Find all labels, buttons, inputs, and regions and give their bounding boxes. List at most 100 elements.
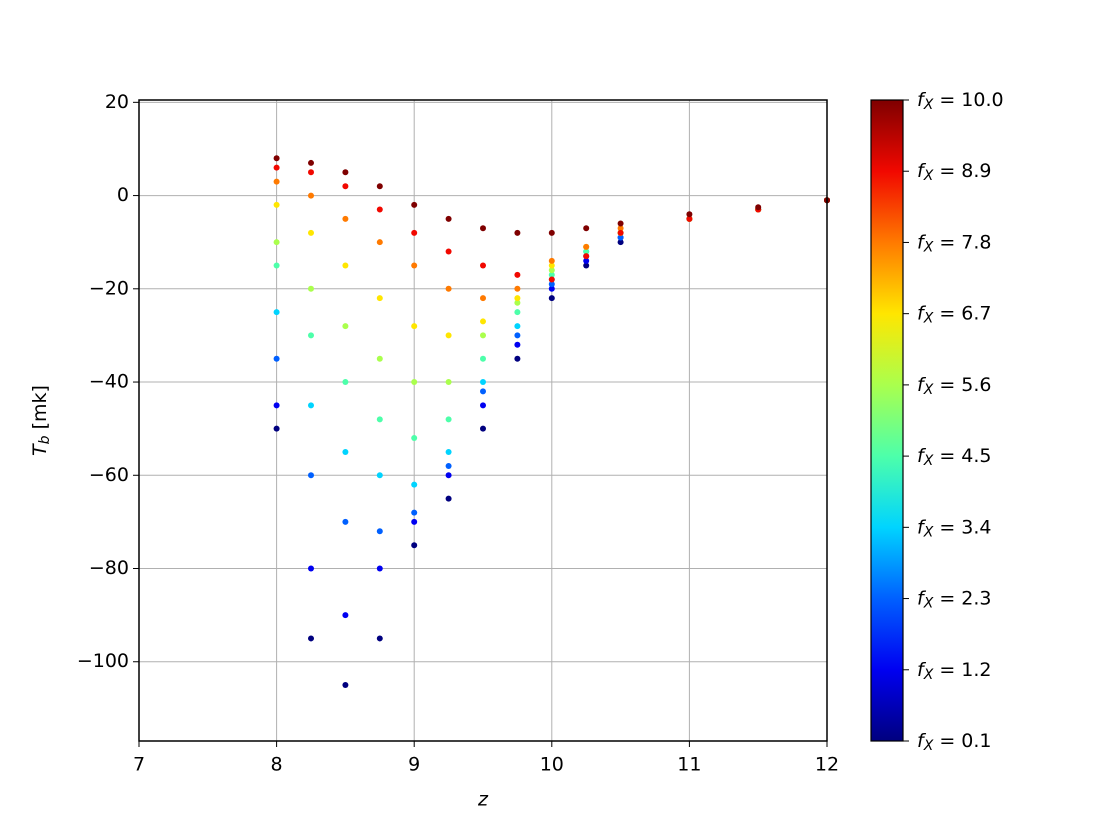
point xyxy=(548,229,555,236)
point xyxy=(445,215,452,222)
point xyxy=(514,355,521,362)
y-tick-label: −100 xyxy=(77,650,129,672)
x-tick-label: 11 xyxy=(677,754,701,776)
point xyxy=(514,285,521,292)
x-tick-label: 8 xyxy=(271,754,283,776)
point xyxy=(617,239,624,246)
colorbar xyxy=(870,99,904,742)
point xyxy=(273,425,280,432)
point xyxy=(617,225,624,232)
colorbar-tick-label: fX = 0.1 xyxy=(917,730,992,755)
point xyxy=(308,565,314,572)
point xyxy=(376,183,383,190)
colorbar-tick-label: fX = 7.8 xyxy=(917,231,992,256)
point xyxy=(376,528,383,535)
point xyxy=(583,262,590,269)
point xyxy=(308,169,314,176)
point xyxy=(342,323,349,330)
point xyxy=(342,518,349,525)
grid xyxy=(138,100,828,741)
point xyxy=(583,225,590,232)
axes: 7 8 9 10 11 12 −100 −80 −60 −40 −20 0 20 Tb [mk] xyxy=(29,91,840,776)
point xyxy=(445,472,452,479)
point xyxy=(548,267,555,274)
point xyxy=(480,262,486,269)
point xyxy=(342,183,349,190)
colorbar-tick-label: fX = 5.6 xyxy=(917,373,992,398)
point xyxy=(342,169,349,176)
colorbar-tick-label: fX = 8.9 xyxy=(917,160,992,185)
point xyxy=(480,355,486,362)
x-tick-label: 9 xyxy=(408,754,420,776)
point xyxy=(376,635,383,642)
point xyxy=(686,211,693,218)
point xyxy=(548,262,555,269)
point xyxy=(445,495,452,502)
point xyxy=(445,448,452,455)
point xyxy=(411,518,418,525)
point xyxy=(411,201,418,208)
point xyxy=(273,239,280,246)
point xyxy=(480,388,486,395)
point xyxy=(548,276,555,283)
point xyxy=(411,542,418,549)
point xyxy=(273,402,280,409)
point xyxy=(548,295,555,302)
point xyxy=(411,229,418,236)
point xyxy=(548,257,555,264)
point xyxy=(480,225,486,232)
point xyxy=(583,243,590,250)
point xyxy=(514,332,521,339)
y-tick-label: −80 xyxy=(89,557,129,579)
point xyxy=(342,682,349,689)
point xyxy=(342,215,349,222)
point xyxy=(273,309,280,316)
point xyxy=(308,285,314,292)
point xyxy=(376,416,383,423)
point xyxy=(342,262,349,269)
points xyxy=(273,155,830,689)
point xyxy=(755,204,762,211)
colorbar-tick-label: fX = 6.7 xyxy=(917,302,992,327)
point xyxy=(342,379,349,386)
point xyxy=(548,281,555,288)
point xyxy=(308,402,314,409)
point xyxy=(480,332,486,339)
point xyxy=(445,332,452,339)
point xyxy=(376,565,383,572)
point xyxy=(480,425,486,432)
point xyxy=(342,612,349,619)
point xyxy=(548,285,555,292)
point xyxy=(514,309,521,316)
point xyxy=(376,239,383,246)
point xyxy=(308,159,314,166)
point xyxy=(376,472,383,479)
point xyxy=(376,206,383,213)
point xyxy=(686,215,693,222)
colorbar-tick-label: fX = 2.3 xyxy=(917,587,992,612)
y-tick-label: −40 xyxy=(89,371,129,393)
point xyxy=(514,271,521,278)
point xyxy=(273,155,280,162)
x-tick-label: 10 xyxy=(540,754,564,776)
point xyxy=(480,402,486,409)
point xyxy=(273,178,280,185)
point xyxy=(480,295,486,302)
point xyxy=(411,509,418,516)
point xyxy=(583,257,590,264)
point xyxy=(308,192,314,199)
point xyxy=(583,253,590,260)
point xyxy=(411,262,418,269)
y-axis-label: Tb [mk] xyxy=(29,385,54,456)
point xyxy=(273,164,280,171)
y-tick-label: 20 xyxy=(105,91,129,113)
point xyxy=(376,355,383,362)
point xyxy=(411,481,418,488)
point xyxy=(514,295,521,302)
point xyxy=(273,262,280,269)
y-tick-label: −20 xyxy=(89,277,129,299)
point xyxy=(342,448,349,455)
point xyxy=(514,341,521,348)
point xyxy=(308,635,314,642)
